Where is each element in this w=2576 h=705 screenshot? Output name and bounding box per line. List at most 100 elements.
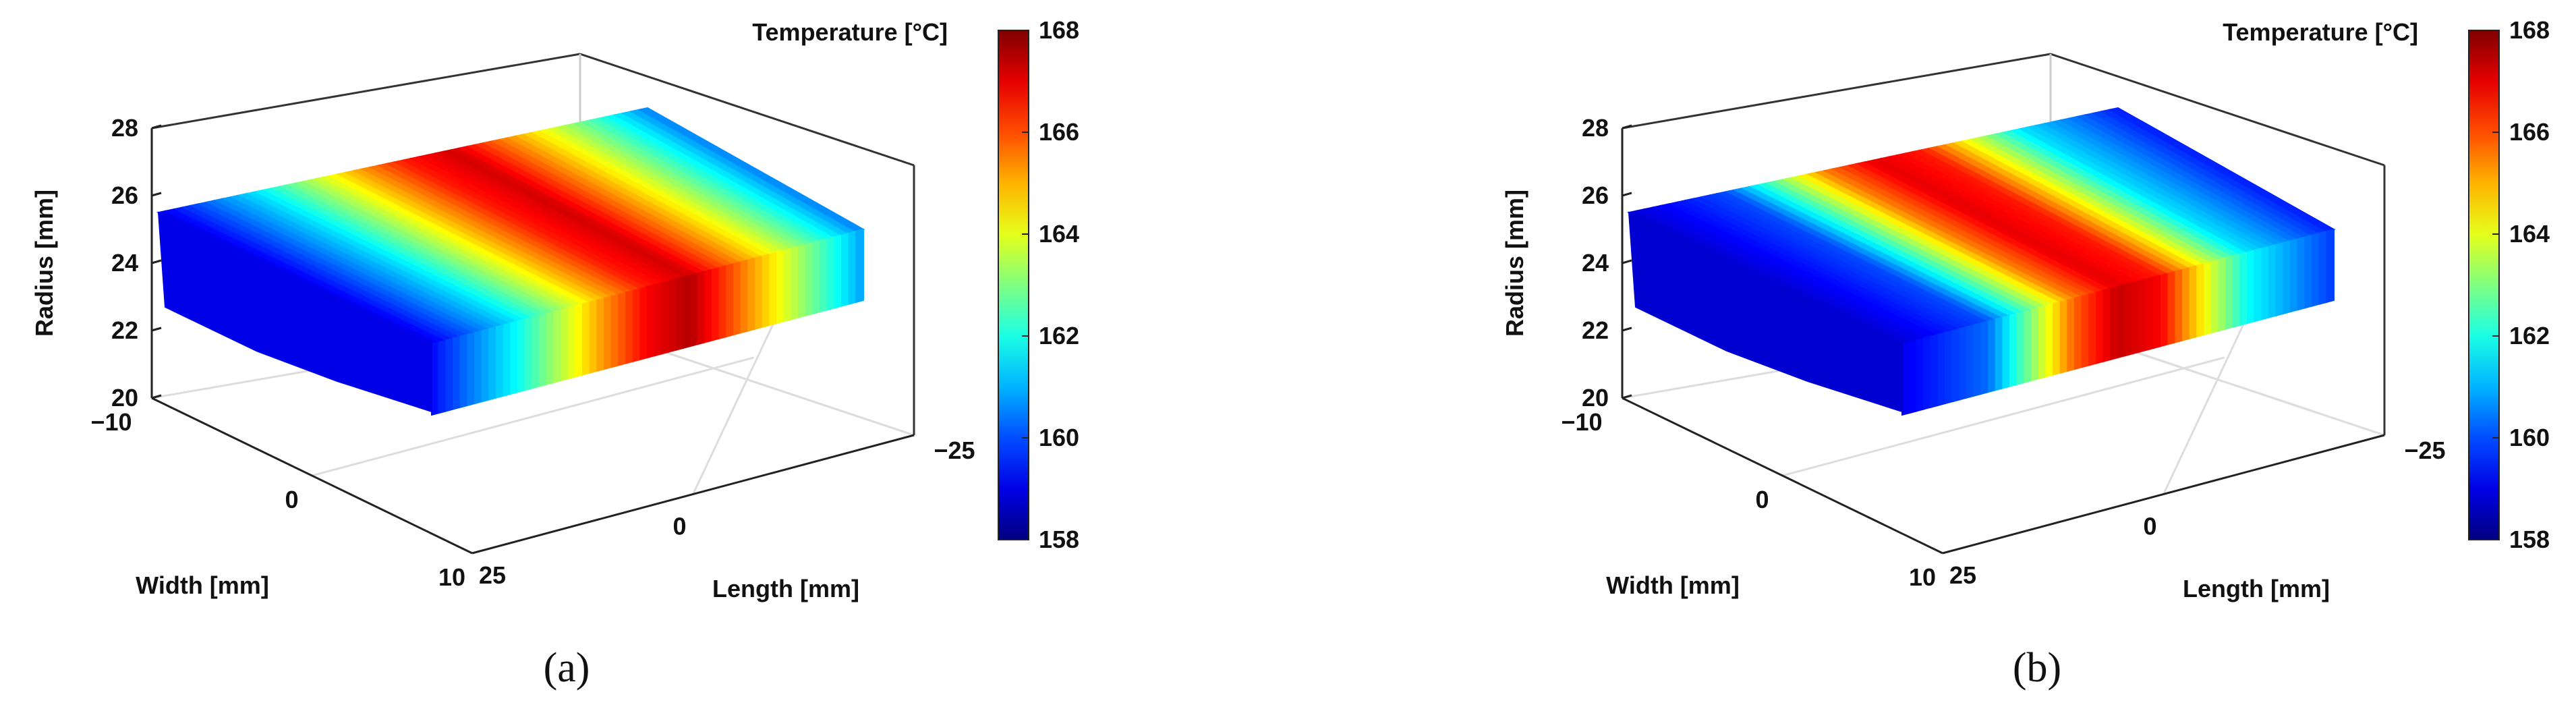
colorbar-tick-label: 158 [1039,526,1079,553]
side-strip [589,299,598,374]
side-strip [841,232,850,307]
box-edge [1622,53,2051,130]
side-strip [2318,230,2328,305]
colorbar-tick-label: 166 [1039,118,1079,146]
side-strip [769,251,778,327]
side-strip [1951,328,1961,403]
side-strip [582,301,591,376]
z-tick [1622,192,1632,197]
x-tick-label: 10 [438,563,465,591]
end-face [157,211,432,413]
side-strip [488,326,497,401]
x-axis-label: Width [mm] [136,571,269,599]
side-strip [632,287,641,362]
side-strip [2167,271,2177,345]
side-strip [524,316,534,391]
side-strip [834,234,842,309]
side-strip [517,318,526,393]
side-strip [532,314,540,389]
side-strip [2053,301,2061,376]
side-strip [2081,293,2090,368]
colorbar-label: Temperature [°C] [2223,18,2418,46]
z-tick-label: 26 [111,181,138,209]
side-strip [762,253,771,328]
colorbar-tick-label: 160 [1039,424,1079,451]
side-strip [848,230,857,305]
side-strip [2096,289,2105,364]
z-tick [1622,259,1632,264]
z-tick [151,192,162,197]
side-strip [567,305,577,380]
z-tick-label: 22 [111,316,138,344]
z-tick-label: 20 [111,384,138,412]
side-strip [2059,299,2069,374]
x-tick-label: 0 [1755,486,1769,513]
y-axis-line [471,434,915,555]
side-strip [2009,312,2018,387]
side-strip [661,280,670,355]
side-strip [2117,283,2126,359]
side-strip [2031,306,2040,382]
floor-grid [1782,356,2225,477]
chart-panel-b: 20 22 24 26 28 −10 0 10 −25 0 25 Radius [mm] Width [… [1501,16,2550,691]
side-strip [812,239,821,315]
z-axis-label: Radius [mm] [30,190,58,337]
side-strip [826,236,836,311]
x-axis-line [1622,397,1943,555]
side-strip [474,329,483,405]
colorbar-tick-label: 164 [1039,220,1079,248]
z-tick [1622,394,1632,399]
side-strip [2124,282,2134,357]
side-strip [1995,316,2004,391]
z-axis-label: Radius [mm] [1501,190,1528,337]
z-tick [1622,327,1632,332]
side-strip [2139,278,2148,353]
side-strip [467,331,476,407]
side-strip [1916,337,1924,412]
z-tick [151,394,162,399]
side-strip [2153,274,2162,349]
side-strip [2038,305,2047,380]
side-strip [668,278,677,353]
side-strip [654,282,663,357]
side-strip [733,260,742,336]
side-strip [1937,331,1946,407]
side-strip [610,293,620,368]
z-tick-label: 24 [111,249,138,277]
side-strip [2175,269,2183,343]
side-strip [1988,318,1997,393]
colorbar [2468,30,2500,540]
side-strip [453,335,461,410]
side-strip [2131,280,2140,355]
side-strip [798,244,807,318]
side-strip [2254,248,2263,322]
z-tick-label: 26 [1582,181,1609,209]
side-strip [2102,287,2112,362]
colorbar-tick-label: 164 [2509,220,2550,248]
side-strip [755,255,764,330]
y-tick-label: 25 [479,561,506,589]
side-strip [690,272,699,347]
z-tick [1622,124,1632,130]
side-strip [783,248,793,322]
side-strip [459,333,469,408]
side-strip [2232,253,2241,328]
side-strip [2146,276,2155,351]
side-strip [496,324,505,399]
x-tick-label: 0 [285,486,298,513]
side-strip [2189,264,2198,339]
side-strip [625,289,634,364]
side-strip [2312,232,2320,307]
y-tick-label: 0 [2143,513,2156,540]
side-strip [791,246,799,320]
side-strip [2268,244,2277,318]
side-strip [2304,234,2313,309]
side-strip [1901,341,1910,416]
side-strip [618,291,627,366]
y-tick-label: −25 [934,436,975,464]
side-strip [1930,333,1939,408]
panel-caption: (b) [2013,645,2061,691]
colorbar-tick-label: 160 [2509,424,2550,451]
side-strip [1980,320,1989,395]
colorbar-tick-label: 168 [2509,16,2550,44]
